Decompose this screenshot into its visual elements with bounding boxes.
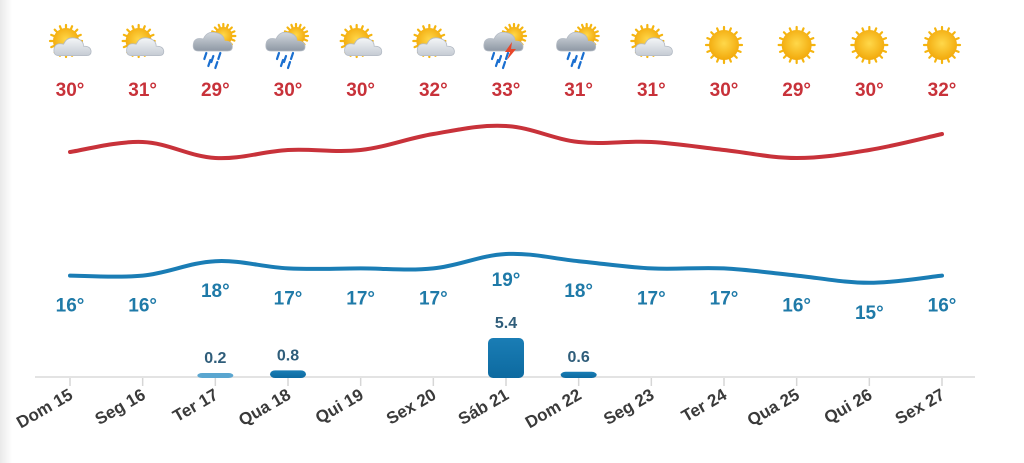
max-temp-label: 31°	[564, 80, 593, 101]
min-temp-label: 17°	[710, 288, 739, 309]
partly-sunny-icon	[412, 23, 455, 59]
min-temp-label: 17°	[274, 288, 303, 309]
sun-icon	[777, 25, 816, 65]
min-temp-label: 17°	[637, 288, 666, 309]
max-temp-label: 31°	[128, 80, 157, 101]
day-label: Dom 22	[522, 385, 585, 432]
thunderstorm-icon	[483, 22, 528, 70]
min-temp-label: 16°	[928, 296, 957, 317]
min-temp-line	[68, 251, 944, 285]
min-temp-label: 17°	[346, 288, 375, 309]
precipitation-bar	[197, 373, 234, 378]
min-temp-label: 16°	[56, 296, 85, 317]
sun-icon	[850, 25, 889, 65]
day-label: Sex 20	[383, 385, 439, 428]
day-label: Ter 24	[678, 385, 730, 426]
min-temp-label: 16°	[782, 296, 811, 317]
sun-icon	[704, 25, 744, 65]
max-temp-label: 31°	[637, 80, 666, 101]
precipitation-label: 0.6	[568, 349, 590, 366]
precipitation-bar	[270, 370, 306, 378]
max-temp-label: 30°	[710, 80, 739, 101]
day-label: Qua 18	[235, 385, 294, 430]
day-label: Sáb 21	[455, 385, 512, 429]
max-temp-label: 30°	[346, 80, 375, 101]
day-label: Seg 23	[600, 385, 657, 429]
max-temp-label: 33°	[492, 80, 521, 101]
precipitation-label: 0.2	[204, 350, 226, 367]
precipitation-bar	[488, 338, 524, 378]
precipitation-label: 5.4	[495, 315, 517, 332]
day-label: Seg 16	[92, 385, 149, 429]
sun-rain-cloud-icon	[192, 22, 237, 70]
max-temp-label: 32°	[419, 80, 448, 101]
partly-sunny-icon	[121, 23, 165, 59]
day-label: Sex 27	[892, 385, 948, 428]
min-temp-label: 17°	[419, 288, 448, 309]
max-temp-line	[68, 123, 944, 161]
max-temp-label: 30°	[855, 80, 884, 101]
max-temp-label: 30°	[56, 80, 85, 101]
max-temp-label: 32°	[928, 80, 957, 101]
day-label: Dom 15	[13, 385, 76, 432]
min-temp-label: 15°	[855, 303, 884, 324]
partly-sunny-icon	[48, 23, 92, 59]
max-temp-label: 29°	[782, 80, 811, 101]
sun-icon	[922, 25, 962, 65]
day-label: Ter 17	[170, 385, 222, 426]
min-temp-label: 19°	[492, 270, 521, 291]
min-temp-label: 18°	[564, 281, 593, 302]
min-temp-label: 18°	[201, 281, 230, 302]
min-temp-label: 16°	[128, 296, 157, 317]
sun-rain-cloud-icon	[265, 22, 310, 70]
precipitation-bar	[560, 371, 597, 378]
max-temp-label: 29°	[201, 80, 230, 101]
partly-sunny-icon	[630, 23, 673, 59]
day-label: Qui 26	[821, 385, 876, 427]
left-edge-shadow	[0, 0, 12, 463]
precipitation-label: 0.8	[277, 347, 299, 364]
sun-rain-cloud-icon	[556, 22, 600, 70]
partly-sunny-icon	[339, 23, 383, 59]
day-label: Qui 19	[312, 385, 367, 427]
day-label: Qua 25	[744, 385, 803, 430]
max-temp-label: 30°	[274, 80, 303, 101]
